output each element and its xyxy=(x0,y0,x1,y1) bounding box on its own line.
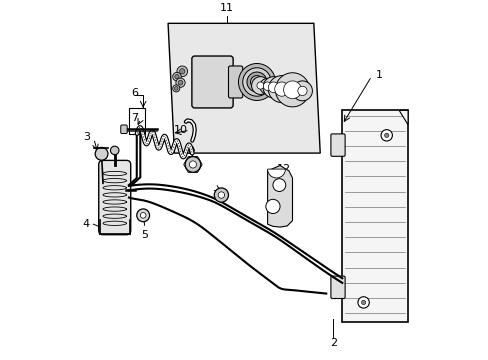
Circle shape xyxy=(361,300,365,305)
Circle shape xyxy=(380,130,391,141)
Circle shape xyxy=(214,188,228,202)
Circle shape xyxy=(174,75,179,79)
Text: 6: 6 xyxy=(130,87,138,98)
Text: 5: 5 xyxy=(141,230,148,240)
Circle shape xyxy=(185,157,201,172)
Polygon shape xyxy=(267,166,292,227)
Circle shape xyxy=(140,212,146,218)
Bar xyxy=(342,111,407,322)
Circle shape xyxy=(178,80,183,85)
FancyBboxPatch shape xyxy=(228,66,242,98)
Circle shape xyxy=(272,179,285,192)
Text: 1: 1 xyxy=(375,70,382,80)
FancyBboxPatch shape xyxy=(330,276,345,298)
Text: 4: 4 xyxy=(82,219,90,229)
Circle shape xyxy=(275,73,309,107)
Circle shape xyxy=(263,82,271,90)
Text: 8: 8 xyxy=(216,191,223,201)
Circle shape xyxy=(265,199,280,213)
Text: 10: 10 xyxy=(173,125,187,135)
Circle shape xyxy=(95,147,108,160)
Circle shape xyxy=(177,66,187,77)
Text: 7: 7 xyxy=(130,113,138,122)
FancyBboxPatch shape xyxy=(121,125,127,134)
Circle shape xyxy=(172,85,180,92)
Text: 12: 12 xyxy=(276,164,290,174)
Polygon shape xyxy=(168,23,320,153)
Circle shape xyxy=(251,77,269,94)
FancyBboxPatch shape xyxy=(191,56,233,108)
Circle shape xyxy=(357,297,368,308)
Circle shape xyxy=(137,209,149,222)
Text: 2: 2 xyxy=(329,338,336,348)
Circle shape xyxy=(268,82,279,93)
Circle shape xyxy=(259,78,275,94)
Circle shape xyxy=(292,81,312,101)
Circle shape xyxy=(268,76,295,103)
Circle shape xyxy=(246,72,266,92)
Circle shape xyxy=(242,68,271,96)
FancyBboxPatch shape xyxy=(99,161,130,235)
Circle shape xyxy=(110,146,119,155)
Polygon shape xyxy=(398,111,407,125)
Wedge shape xyxy=(267,169,285,178)
Circle shape xyxy=(176,78,185,87)
Circle shape xyxy=(174,87,178,90)
Circle shape xyxy=(297,86,306,95)
Circle shape xyxy=(238,63,275,100)
Circle shape xyxy=(189,161,196,168)
Circle shape xyxy=(256,82,264,89)
Text: 9: 9 xyxy=(187,146,194,156)
Circle shape xyxy=(283,81,301,99)
Circle shape xyxy=(218,192,224,198)
Text: 3: 3 xyxy=(82,132,90,142)
Circle shape xyxy=(263,77,284,98)
Circle shape xyxy=(253,78,260,86)
Circle shape xyxy=(172,72,181,81)
FancyBboxPatch shape xyxy=(330,134,345,156)
Circle shape xyxy=(274,82,288,96)
Circle shape xyxy=(384,133,388,138)
Bar xyxy=(129,108,144,134)
Circle shape xyxy=(179,69,184,74)
Circle shape xyxy=(250,76,263,89)
Text: 11: 11 xyxy=(219,3,233,13)
